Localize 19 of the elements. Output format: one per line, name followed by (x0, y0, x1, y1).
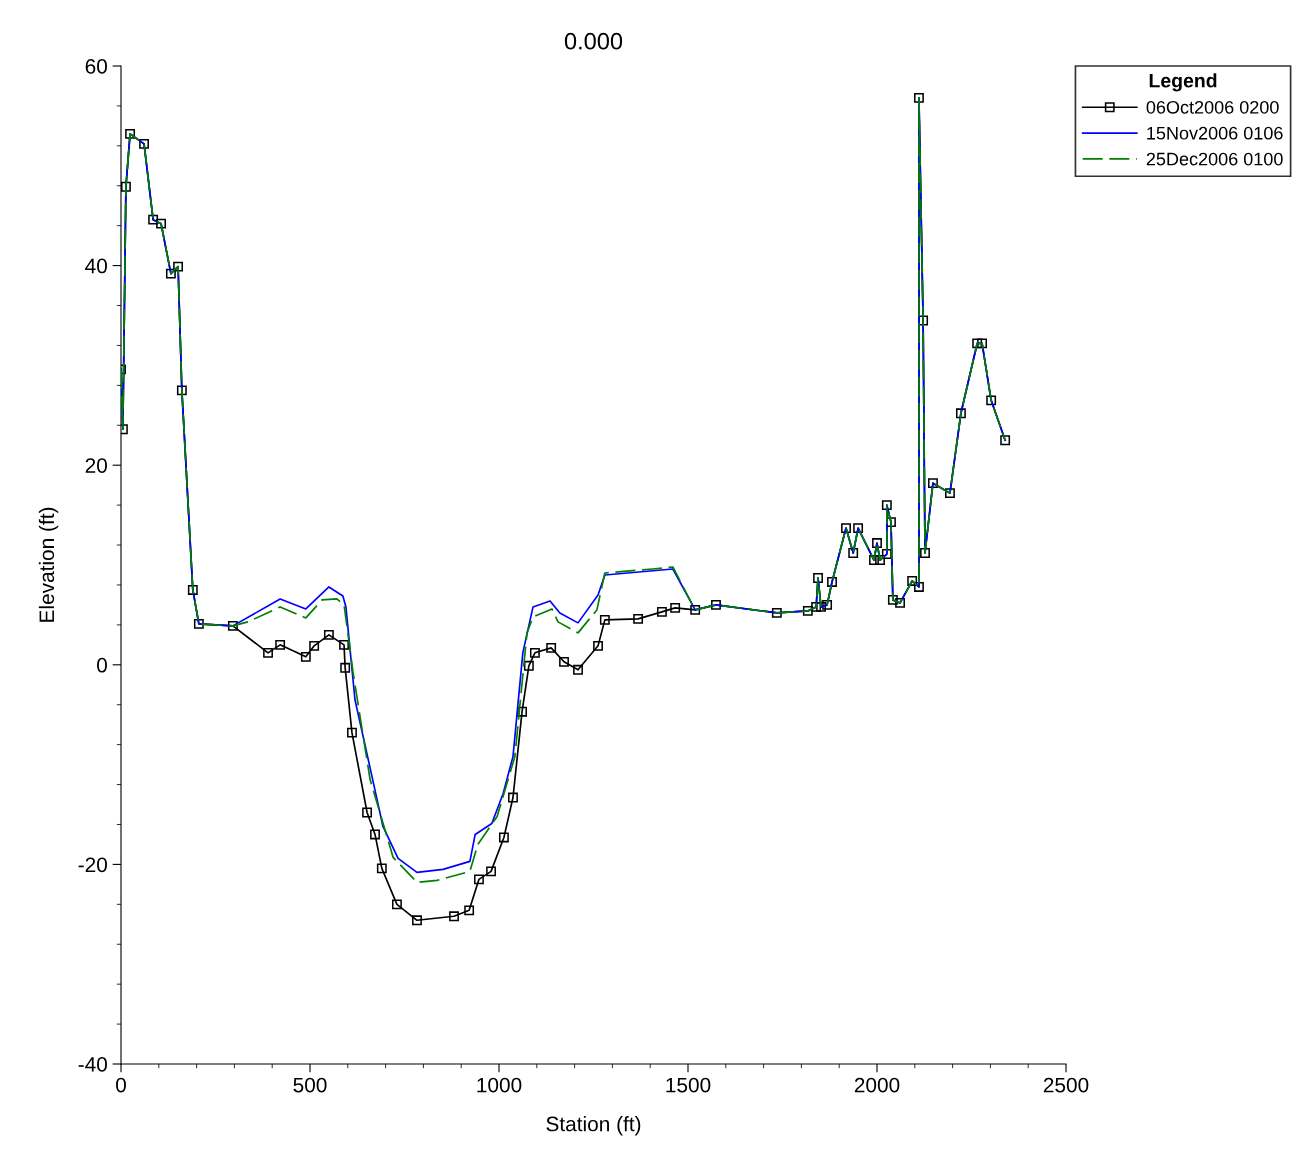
y-tick-label: -40 (78, 1057, 107, 1072)
x-tick-label: 1500 (666, 1077, 711, 1093)
legend-label: 06Oct2006 0200 (1146, 100, 1279, 114)
x-tick-label: 0 (116, 1077, 126, 1093)
y-tick-label: 0 (97, 657, 107, 673)
legend-label: 15Nov2006 0106 (1147, 126, 1283, 140)
y-tick-label: 20 (85, 458, 107, 473)
x-tick-label: 2500 (1043, 1077, 1089, 1093)
legend-label: 25Dec2006 0100 (1146, 152, 1283, 166)
y-tick-label: 40 (85, 258, 107, 274)
x-tick-label: 500 (293, 1077, 327, 1093)
y-tick-label: 60 (85, 59, 107, 74)
y-axis-title: Elevation (ft) (38, 507, 59, 622)
x-tick-label: 1000 (477, 1077, 522, 1093)
chart-title: 0.000 (564, 32, 623, 50)
legend-title: Legend (1149, 73, 1217, 92)
x-axis-title: Station (ft) (546, 1116, 641, 1136)
x-tick-label: 2000 (854, 1077, 900, 1093)
y-tick-label: -20 (78, 857, 107, 873)
